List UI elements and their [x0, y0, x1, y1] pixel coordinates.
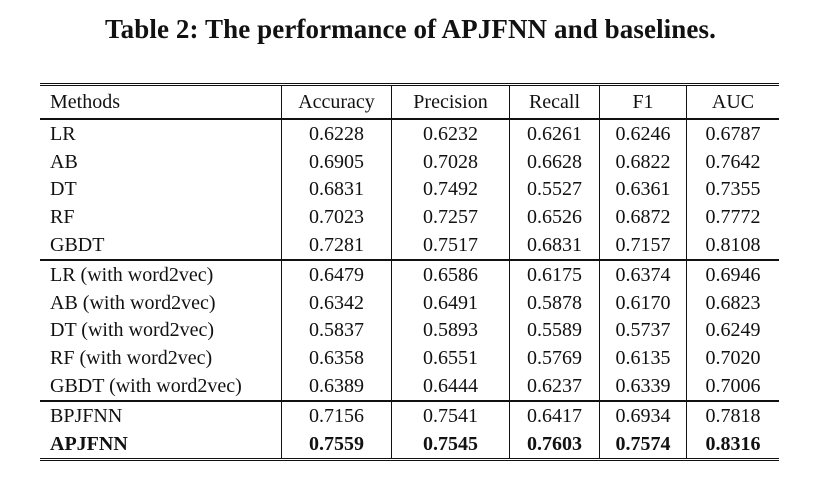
precision-cell: 0.7541	[391, 399, 510, 430]
method-cell: RF (with word2vec)	[40, 344, 282, 373]
table-row: LR (with word2vec) 0.6479 0.6586 0.6175 …	[40, 258, 779, 289]
method-cell: BPJFNN	[40, 399, 282, 430]
f1-cell: 0.6872	[599, 203, 687, 232]
header-auc: AUC	[686, 84, 779, 120]
header-methods: Methods	[40, 84, 282, 120]
f1-cell: 0.6170	[599, 288, 687, 317]
header-row: Methods Accuracy Precision Recall F1 AUC	[40, 84, 779, 120]
method-cell: APJFNN	[40, 429, 282, 460]
table-row: AB (with word2vec) 0.6342 0.6491 0.5878 …	[40, 288, 779, 317]
precision-cell: 0.7492	[391, 175, 510, 204]
recall-cell: 0.6237	[509, 372, 600, 401]
accuracy-cell: 0.6389	[281, 372, 392, 401]
auc-cell: 0.7818	[686, 399, 779, 430]
method-cell: AB	[40, 147, 282, 176]
accuracy-cell: 0.6342	[281, 288, 392, 317]
table-row: DT (with word2vec) 0.5837 0.5893 0.5589 …	[40, 316, 779, 345]
table-row: RF (with word2vec) 0.6358 0.6551 0.5769 …	[40, 344, 779, 373]
table-row: LR 0.6228 0.6232 0.6261 0.6246 0.6787	[40, 119, 779, 148]
precision-cell: 0.7028	[391, 147, 510, 176]
table-row: AB 0.6905 0.7028 0.6628 0.6822 0.7642	[40, 147, 779, 176]
auc-cell: 0.8316	[705, 432, 761, 455]
auc-cell: 0.8108	[705, 234, 761, 257]
accuracy-cell: 0.6228	[281, 119, 392, 148]
f1-cell: 0.6934	[599, 399, 687, 430]
auc-cell: 0.6249	[705, 319, 761, 342]
precision-cell: 0.7517	[391, 231, 510, 260]
precision-cell: 0.5893	[391, 316, 510, 345]
recall-cell: 0.5527	[509, 175, 600, 204]
recall-cell: 0.6175	[509, 258, 600, 289]
table-row-best: APJFNN 0.7559 0.7545 0.7603 0.7574 0.831…	[40, 429, 779, 460]
recall-cell: 0.5769	[509, 344, 600, 373]
table-row: GBDT 0.7281 0.7517 0.6831 0.7157 0.8108	[40, 231, 779, 260]
accuracy-cell: 0.6905	[281, 147, 392, 176]
method-cell: DT	[40, 175, 282, 204]
recall-cell: 0.5589	[509, 316, 600, 345]
table-row: DT 0.6831 0.7492 0.5527 0.6361 0.7355	[40, 175, 779, 204]
f1-cell: 0.6822	[599, 147, 687, 176]
auc-cell: 0.7642	[705, 150, 761, 173]
table-caption: Table 2: The performance of APJFNN and b…	[105, 14, 716, 44]
f1-cell: 0.6339	[599, 372, 687, 401]
f1-cell: 0.6246	[599, 119, 687, 148]
auc-cell: 0.7006	[705, 375, 761, 398]
auc-cell: 0.7355	[705, 178, 761, 201]
precision-cell: 0.6586	[391, 258, 510, 289]
header-accuracy: Accuracy	[281, 84, 392, 120]
method-cell: GBDT (with word2vec)	[40, 372, 282, 401]
recall-cell: 0.6417	[509, 399, 600, 430]
table-row: BPJFNN 0.7156 0.7541 0.6417 0.6934 0.781…	[40, 399, 779, 430]
accuracy-cell: 0.7156	[281, 399, 392, 430]
f1-cell: 0.7157	[599, 231, 687, 260]
f1-cell: 0.5737	[599, 316, 687, 345]
auc-cell: 0.6946	[686, 258, 779, 289]
precision-cell: 0.6551	[391, 344, 510, 373]
accuracy-cell: 0.6831	[281, 175, 392, 204]
header-f1: F1	[599, 84, 687, 120]
method-cell: GBDT	[40, 231, 282, 260]
method-cell: LR (with word2vec)	[40, 258, 282, 289]
method-cell: DT (with word2vec)	[40, 316, 282, 345]
recall-cell: 0.5878	[509, 288, 600, 317]
recall-cell: 0.6526	[509, 203, 600, 232]
accuracy-cell: 0.7281	[281, 231, 392, 260]
accuracy-cell: 0.7559	[281, 429, 392, 460]
f1-cell: 0.6374	[599, 258, 687, 289]
auc-cell: 0.7772	[705, 206, 761, 229]
precision-cell: 0.7257	[391, 203, 510, 232]
method-cell: AB (with word2vec)	[40, 288, 282, 317]
method-cell: RF	[40, 203, 282, 232]
method-cell: LR	[40, 119, 282, 148]
header-recall: Recall	[509, 84, 600, 120]
recall-cell: 0.7603	[509, 429, 600, 460]
f1-cell: 0.7574	[599, 429, 687, 460]
precision-cell: 0.6491	[391, 288, 510, 317]
auc-cell: 0.6823	[705, 291, 761, 314]
accuracy-cell: 0.6479	[281, 258, 392, 289]
auc-cell: 0.7020	[705, 347, 761, 370]
precision-cell: 0.6444	[391, 372, 510, 401]
header-precision: Precision	[391, 84, 510, 120]
accuracy-cell: 0.5837	[281, 316, 392, 345]
precision-cell: 0.7545	[391, 429, 510, 460]
f1-cell: 0.6361	[599, 175, 687, 204]
precision-cell: 0.6232	[391, 119, 510, 148]
auc-cell: 0.6787	[705, 122, 761, 145]
table-row: RF 0.7023 0.7257 0.6526 0.6872 0.7772	[40, 203, 779, 232]
recall-cell: 0.6261	[509, 119, 600, 148]
accuracy-cell: 0.6358	[281, 344, 392, 373]
recall-cell: 0.6628	[509, 147, 600, 176]
results-table: Methods Accuracy Precision Recall F1 AUC…	[40, 83, 779, 461]
table-row: GBDT (with word2vec) 0.6389 0.6444 0.623…	[40, 372, 779, 401]
f1-cell: 0.6135	[599, 344, 687, 373]
accuracy-cell: 0.7023	[281, 203, 392, 232]
recall-cell: 0.6831	[509, 231, 600, 260]
